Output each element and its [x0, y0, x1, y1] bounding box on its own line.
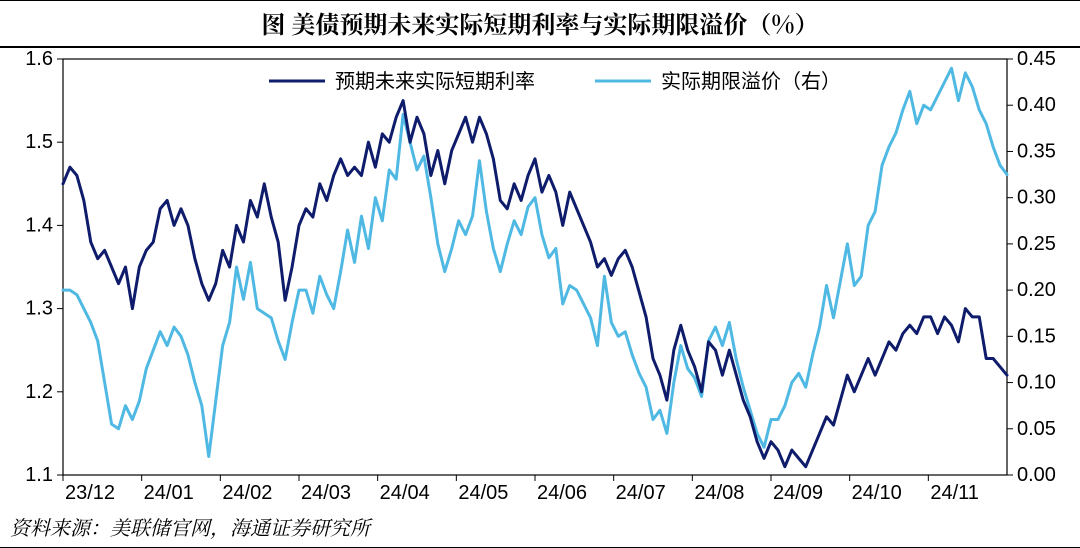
svg-text:24/08: 24/08 — [694, 482, 744, 504]
svg-text:24/06: 24/06 — [537, 482, 587, 504]
source-text: 资料来源：美联储官网，海通证券研究所 — [10, 512, 370, 541]
svg-text:24/10: 24/10 — [852, 482, 902, 504]
svg-text:0.35: 0.35 — [1017, 140, 1056, 162]
svg-text:24/11: 24/11 — [930, 482, 979, 504]
svg-text:0.40: 0.40 — [1017, 94, 1056, 116]
chart-svg: 1.1 1.2 1.3 1.4 1.5 1.6 0.00 0.05 0.10 0.15 0.20 0.… — [8, 49, 1072, 507]
svg-text:24/05: 24/05 — [458, 482, 508, 504]
svg-text:24/07: 24/07 — [616, 482, 666, 504]
svg-text:24/04: 24/04 — [380, 482, 430, 504]
svg-text:0.20: 0.20 — [1017, 279, 1056, 301]
svg-text:0.05: 0.05 — [1017, 418, 1056, 440]
svg-text:1.2: 1.2 — [25, 381, 53, 403]
svg-text:0.30: 0.30 — [1017, 187, 1056, 209]
svg-text:0.00: 0.00 — [1017, 464, 1056, 486]
svg-text:预期未来实际短期利率: 预期未来实际短期利率 — [335, 70, 535, 93]
svg-text:24/09: 24/09 — [773, 482, 823, 504]
svg-text:实际期限溢价（右）: 实际期限溢价（右） — [661, 70, 841, 93]
svg-text:1.4: 1.4 — [25, 214, 53, 236]
svg-text:24/03: 24/03 — [301, 482, 351, 504]
svg-text:0.10: 0.10 — [1017, 372, 1056, 394]
svg-text:1.3: 1.3 — [25, 298, 53, 320]
svg-text:23/12: 23/12 — [65, 482, 115, 504]
svg-text:24/01: 24/01 — [144, 482, 194, 504]
svg-text:24/02: 24/02 — [222, 482, 272, 504]
svg-text:0.45: 0.45 — [1017, 49, 1056, 70]
chart-title: 图 美债预期未来实际短期利率与实际期限溢价（%） — [0, 1, 1080, 48]
svg-text:0.15: 0.15 — [1017, 325, 1056, 347]
svg-text:1.1: 1.1 — [25, 464, 53, 486]
svg-text:1.5: 1.5 — [25, 131, 53, 153]
chart-area: 1.1 1.2 1.3 1.4 1.5 1.6 0.00 0.05 0.10 0.15 0.20 0.… — [8, 49, 1072, 507]
svg-text:1.6: 1.6 — [25, 49, 53, 70]
svg-text:0.25: 0.25 — [1017, 233, 1056, 255]
